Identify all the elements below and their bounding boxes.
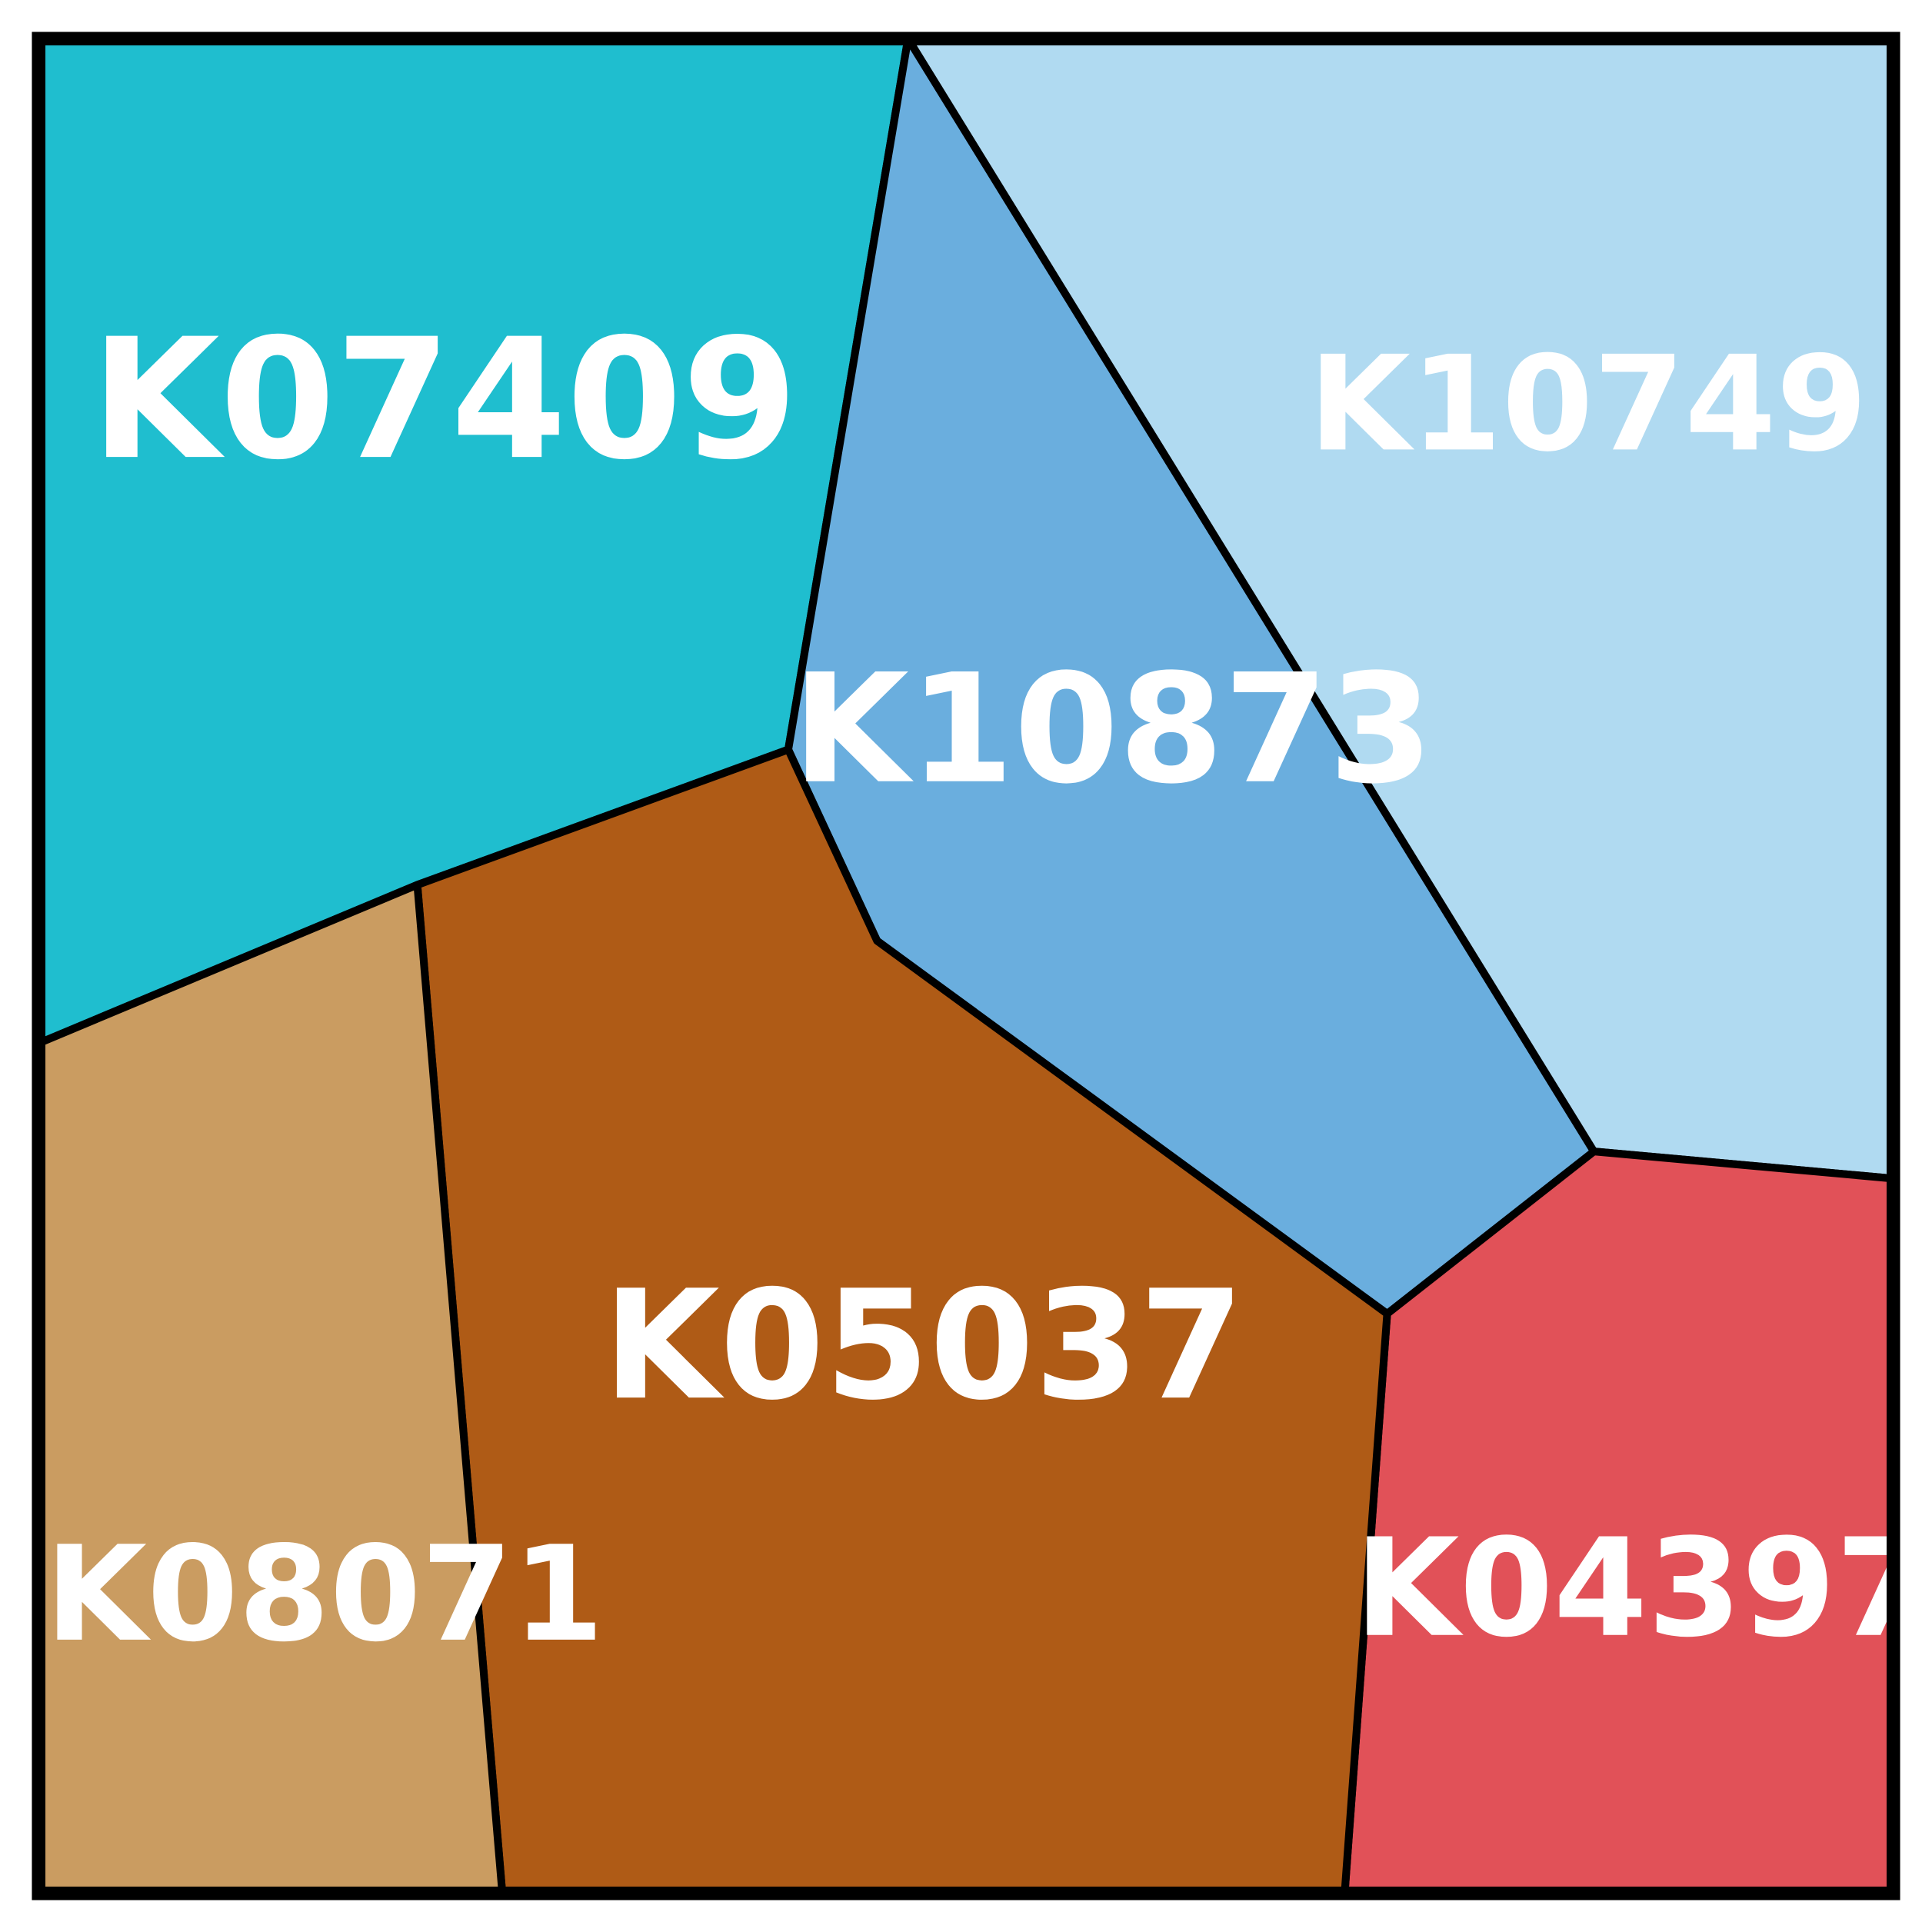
label-K04397: K04397: [1354, 1511, 1930, 1667]
label-K07409: K07409: [91, 302, 798, 496]
cell-K08071: [38, 884, 502, 1893]
label-K10873: K10873: [792, 642, 1433, 818]
voronoi-diagram: K07409 K10873 K10749 K04397 K05037 K08071: [0, 0, 1932, 1932]
label-K10749: K10749: [1309, 328, 1868, 481]
label-K05037: K05037: [603, 1258, 1244, 1434]
label-K08071: K08071: [45, 1518, 605, 1671]
voronoi-svg: K07409 K10873 K10749 K04397 K05037 K08071: [0, 0, 1932, 1932]
